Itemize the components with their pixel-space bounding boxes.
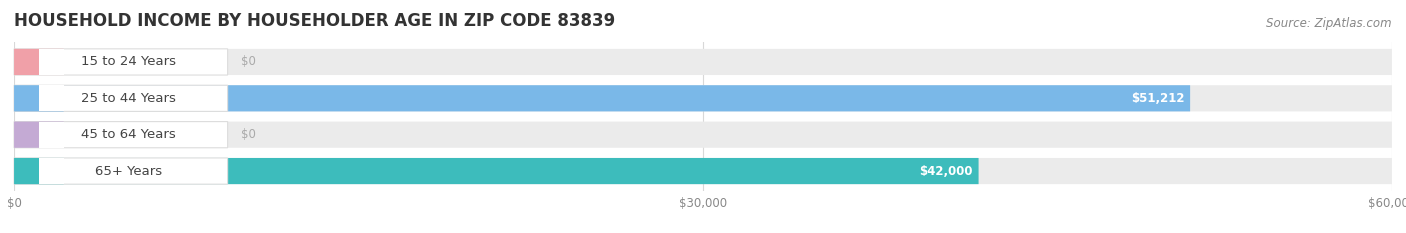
FancyBboxPatch shape xyxy=(39,158,63,184)
FancyBboxPatch shape xyxy=(39,49,63,75)
FancyBboxPatch shape xyxy=(39,122,63,148)
Text: 65+ Years: 65+ Years xyxy=(94,164,162,178)
Text: HOUSEHOLD INCOME BY HOUSEHOLDER AGE IN ZIP CODE 83839: HOUSEHOLD INCOME BY HOUSEHOLDER AGE IN Z… xyxy=(14,12,616,30)
FancyBboxPatch shape xyxy=(14,158,63,184)
Text: $0: $0 xyxy=(242,128,256,141)
Text: Source: ZipAtlas.com: Source: ZipAtlas.com xyxy=(1267,17,1392,30)
Text: $51,212: $51,212 xyxy=(1130,92,1185,105)
FancyBboxPatch shape xyxy=(14,85,1392,111)
FancyBboxPatch shape xyxy=(14,49,1392,75)
Text: $42,000: $42,000 xyxy=(920,164,973,178)
FancyBboxPatch shape xyxy=(14,158,228,184)
FancyBboxPatch shape xyxy=(14,49,228,75)
FancyBboxPatch shape xyxy=(14,122,1392,148)
FancyBboxPatch shape xyxy=(14,85,1189,111)
Text: $0: $0 xyxy=(242,55,256,69)
FancyBboxPatch shape xyxy=(14,122,228,148)
FancyBboxPatch shape xyxy=(39,85,63,111)
FancyBboxPatch shape xyxy=(14,85,63,111)
FancyBboxPatch shape xyxy=(14,158,1392,184)
FancyBboxPatch shape xyxy=(14,49,63,75)
Text: 15 to 24 Years: 15 to 24 Years xyxy=(80,55,176,69)
Text: 25 to 44 Years: 25 to 44 Years xyxy=(82,92,176,105)
FancyBboxPatch shape xyxy=(14,158,979,184)
FancyBboxPatch shape xyxy=(14,122,63,148)
FancyBboxPatch shape xyxy=(14,85,228,111)
Text: 45 to 64 Years: 45 to 64 Years xyxy=(82,128,176,141)
